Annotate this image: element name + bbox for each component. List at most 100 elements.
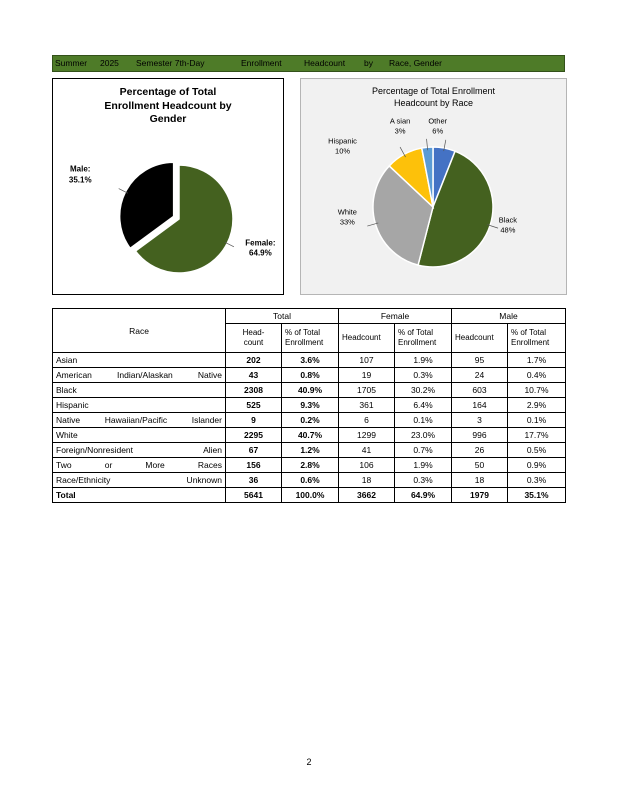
subheader-male-headcount: Headcount (451, 323, 508, 353)
table-row: Race/Ethnicity Unknown 36 0.6% 18 0.3% 18 0.3% (52, 472, 566, 488)
value-cell: 0.3% (394, 472, 452, 488)
value-cell: 525 (225, 397, 282, 413)
value-cell: 2.9% (507, 397, 566, 413)
value-cell: 67 (225, 442, 282, 458)
pie-label-leader-line (224, 241, 235, 248)
value-cell: 361 (338, 397, 395, 413)
value-cell: 1979 (451, 487, 508, 503)
value-cell: 3662 (338, 487, 395, 503)
value-cell: 40.9% (281, 382, 339, 398)
group-header-female: Female (338, 308, 452, 324)
value-cell: 19 (338, 367, 395, 383)
race-pie-icon (367, 138, 499, 268)
title-headcount: Headcount (304, 58, 346, 68)
pie-label-hispanic: Hispanic 10% (328, 136, 357, 156)
value-cell: 0.1% (394, 412, 452, 428)
value-cell: 2.8% (281, 457, 339, 473)
value-cell: 1.9% (394, 352, 452, 368)
race-cell: Race/Ethnicity Unknown (52, 472, 226, 488)
value-cell: 3.6% (281, 352, 339, 368)
value-cell: 23.0% (394, 427, 452, 443)
table-row: Native Hawaiian/Pacific Islander 9 0.2% 6 0.… (52, 412, 566, 428)
group-header-male: Male (451, 308, 566, 324)
value-cell: 9.3% (281, 397, 339, 413)
value-cell: 0.3% (394, 367, 452, 383)
value-cell: 603 (451, 382, 508, 398)
value-cell: 9 (225, 412, 282, 428)
table-group-header-row: Race Total Female Male (52, 308, 566, 353)
value-cell: 43 (225, 367, 282, 383)
title-by: by (364, 58, 373, 68)
race-cell: American Indian/Alaskan Native (52, 367, 226, 383)
subheader-female-pct: % of Total Enrollment (394, 323, 452, 353)
table-sub-header-row: Head- count % of Total Enrollment Headco… (53, 323, 566, 353)
value-cell: 1.9% (394, 457, 452, 473)
race-chart-title: Percentage of Total Enrollment Headcount… (372, 86, 495, 108)
race-cell: Native Hawaiian/Pacific Islander (52, 412, 226, 428)
pie-label-leader-line (118, 188, 129, 194)
value-cell: 40.7% (281, 427, 339, 443)
value-cell: 26 (451, 442, 508, 458)
value-cell: 50 (451, 457, 508, 473)
value-cell: 0.6% (281, 472, 339, 488)
value-cell: 10.7% (507, 382, 566, 398)
race-cell: Asian (52, 352, 226, 368)
table-row: White 2295 40.7% 1299 23.0% 996 17.7% (52, 427, 566, 443)
pie-label-leader-line (487, 224, 499, 229)
value-cell: 30.2% (394, 382, 452, 398)
value-cell: 18 (338, 472, 395, 488)
value-cell: 24 (451, 367, 508, 383)
pie-label-leader-line (399, 146, 406, 158)
title-term: Summer (55, 58, 88, 68)
value-cell: 1.2% (281, 442, 339, 458)
value-cell: 0.9% (507, 457, 566, 473)
enrollment-table-body: Asian 202 3.6% 107 1.9% 95 1.7% American Indian… (52, 352, 566, 503)
enrollment-table: Race Total Female Male Head- count % of … (52, 308, 566, 503)
value-cell: 156 (225, 457, 282, 473)
subheader-female-headcount: Headcount (338, 323, 395, 353)
group-header-total: Total (225, 308, 339, 324)
race-cell: White (52, 427, 226, 443)
pie-label-leader-line (426, 138, 428, 151)
value-cell: 35.1% (507, 487, 566, 503)
report-title-bar: Summer 2025 Semester 7th-Day Enrollment … (52, 55, 565, 72)
race-pie-chart: Percentage of Total Enrollment Headcount… (300, 78, 567, 295)
table-row: American Indian/Alaskan Native 43 0.8% 19 0.… (52, 367, 566, 383)
value-cell: 6.4% (394, 397, 452, 413)
race-cell: Hispanic (52, 397, 226, 413)
value-cell: 0.3% (507, 472, 566, 488)
value-cell: 1299 (338, 427, 395, 443)
value-cell: 100.0% (281, 487, 339, 503)
pie-label-black: Black 48% (498, 215, 518, 234)
value-cell: 106 (338, 457, 395, 473)
value-cell: 6 (338, 412, 395, 428)
value-cell: 1705 (338, 382, 395, 398)
pie-label-white: White 33% (337, 207, 357, 227)
value-cell: 0.1% (507, 412, 566, 428)
value-cell: 36 (225, 472, 282, 488)
value-cell: 0.7% (394, 442, 452, 458)
race-cell: Two or More Races (52, 457, 226, 473)
title-year: 2025 (100, 58, 119, 68)
subheader-total-pct: % of Total Enrollment (281, 323, 339, 353)
value-cell: 2308 (225, 382, 282, 398)
table-row: Foreign/Nonresident Alien 67 1.2% 41 0.7% 26 0… (52, 442, 566, 458)
table-row: Asian 202 3.6% 107 1.9% 95 1.7% (52, 352, 566, 368)
pie-label-leader-line (367, 222, 379, 227)
title-enrollment: Enrollment (241, 58, 282, 68)
value-cell: 17.7% (507, 427, 566, 443)
value-cell: 41 (338, 442, 395, 458)
table-row: Total 5641 100.0% 3662 64.9% 1979 35.1% (52, 487, 566, 503)
value-cell: 164 (451, 397, 508, 413)
title-semester: Semester 7th-Day (136, 58, 205, 68)
value-cell: 5641 (225, 487, 282, 503)
value-cell: 0.2% (281, 412, 339, 428)
race-cell: Black (52, 382, 226, 398)
value-cell: 95 (451, 352, 508, 368)
race-cell: Total (52, 487, 226, 503)
gender-pie-icon (118, 161, 235, 274)
page-number: 2 (306, 757, 312, 767)
subheader-male-pct: % of Total Enrollment (507, 323, 566, 353)
value-cell: 996 (451, 427, 508, 443)
